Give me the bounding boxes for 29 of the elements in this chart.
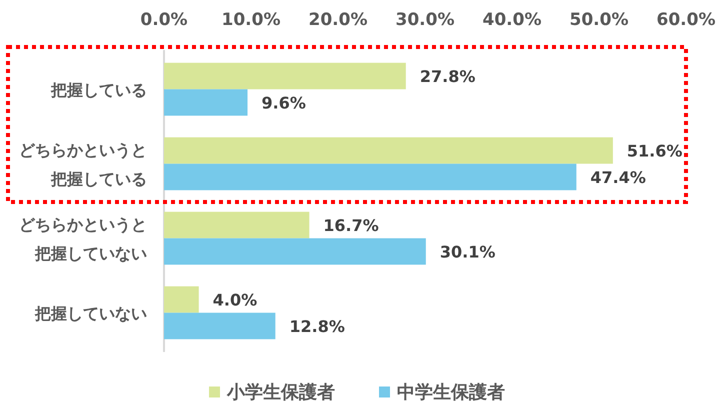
y-tick-label: どちらかというと把握している — [19, 140, 147, 188]
data-label: 30.1% — [440, 242, 496, 261]
x-tick-label: 40.0% — [482, 10, 542, 30]
bar — [164, 89, 248, 116]
bar — [164, 62, 406, 90]
y-tick-label: 把握している — [50, 80, 147, 99]
x-tick-label: 60.0% — [656, 10, 716, 30]
bar — [164, 286, 199, 313]
data-label: 4.0% — [212, 290, 258, 310]
bar — [164, 164, 576, 190]
bar — [164, 212, 310, 238]
x-tick-label: 50.0% — [570, 10, 628, 30]
data-label: 16.7% — [323, 216, 379, 235]
y-tick-label: どちらかというと把握していない — [19, 214, 147, 262]
legend-label: 中学生保護者 — [397, 382, 505, 402]
bar — [164, 312, 276, 340]
data-label: 47.4% — [590, 167, 646, 186]
data-label: 12.8% — [289, 316, 345, 336]
y-tick-label: 把握していない — [34, 303, 147, 322]
bar — [164, 137, 613, 164]
x-tick-label: 30.0% — [396, 10, 454, 30]
legend-label: 小学生保護者 — [226, 382, 335, 402]
x-tick-label: 20.0% — [308, 10, 368, 30]
data-label: 27.8% — [420, 66, 476, 86]
x-tick-label: 10.0% — [222, 10, 280, 30]
data-label: 9.6% — [262, 92, 306, 112]
x-tick-label: 0.0% — [140, 10, 188, 30]
data-label: 51.6% — [626, 141, 682, 160]
bar — [164, 238, 426, 265]
